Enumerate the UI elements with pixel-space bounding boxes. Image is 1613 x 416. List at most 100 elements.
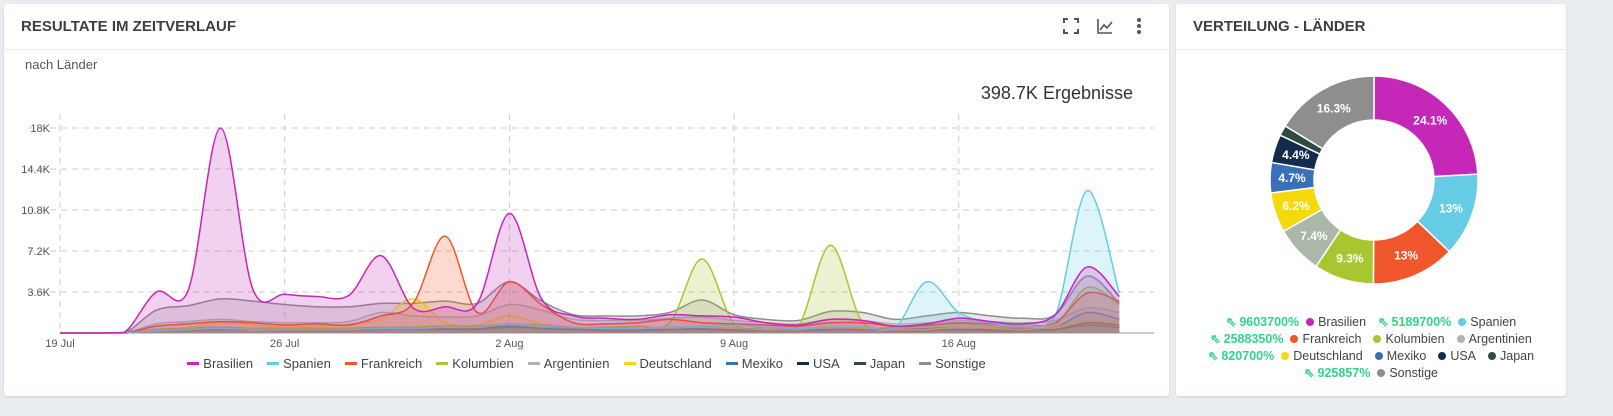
legend-label: Argentinien xyxy=(1468,331,1532,346)
change-value: 925857% xyxy=(1317,365,1371,380)
x-tick-label: 19 Jul xyxy=(45,338,74,350)
legend-dot xyxy=(1374,351,1383,360)
legend-item-japan[interactable]: Japan xyxy=(853,356,906,371)
line-brasilien[interactable] xyxy=(60,127,1120,334)
legend-item-sonstige[interactable]: Sonstige xyxy=(919,356,986,371)
legend-label: Argentinien xyxy=(543,356,610,371)
chart-subtitle: nach Länder xyxy=(25,57,98,72)
legend-label: Japan xyxy=(1500,348,1535,363)
trend-up-icon: ⇖ xyxy=(1225,315,1237,329)
donut-legend-item-japan[interactable]: Japan xyxy=(1488,348,1534,363)
legend-item-spanien[interactable]: Spanien xyxy=(267,356,331,371)
change-value: 2588350% xyxy=(1223,331,1284,346)
legend-label: Mexiko xyxy=(1386,348,1427,363)
line-argentinien[interactable] xyxy=(60,303,1120,334)
timeline-card: RESULTATE IM ZEITVERLAUF nach Länder 398… xyxy=(4,4,1169,396)
donut-legend-item-spanien[interactable]: ⇖ 5189700% Spanien xyxy=(1378,314,1516,330)
legend-swatch xyxy=(267,362,280,365)
distribution-card: VERTEILUNG - LÄNDER 24.1% 13% 13% 9.3% 7.4% 6… xyxy=(1176,4,1566,396)
y-tick-label: 7.2K xyxy=(27,246,50,258)
x-tick-label: 16 Aug xyxy=(942,338,976,350)
slice-label: 16.3% xyxy=(1317,102,1351,116)
legend-label: Brasilien xyxy=(203,356,254,371)
area-kolumbien xyxy=(60,245,1120,333)
area-chart: 3.6K 7.2K 10.8K 14.4K 18K 19 Jul 26 Jul 2 Aug 9 … xyxy=(21,114,1154,350)
legend-label: Spanien xyxy=(283,356,331,371)
legend-label: Deutschland xyxy=(1293,348,1363,363)
legend-swatch xyxy=(725,362,738,365)
legend-dot xyxy=(1458,317,1467,326)
slice-label: 6.2% xyxy=(1282,199,1310,213)
legend-label: Deutschland xyxy=(639,356,712,371)
line-kolumbien[interactable] xyxy=(60,244,1120,334)
donut-legend-item-argentinien[interactable]: Argentinien xyxy=(1456,331,1532,346)
legend-label: Sonstige xyxy=(1389,365,1438,380)
x-tick-label: 9 Aug xyxy=(720,338,748,350)
legend-swatch xyxy=(187,362,200,365)
donut-legend-item-brasilien[interactable]: ⇖ 9603700% Brasilien xyxy=(1225,314,1367,330)
line-chart-icon[interactable] xyxy=(1095,16,1115,36)
slice-label: 7.4% xyxy=(1300,229,1328,243)
legend-swatch xyxy=(796,362,809,365)
y-tick-label: 14.4K xyxy=(21,164,50,176)
slice-label: 9.3% xyxy=(1336,251,1364,265)
legend-item-kolumbien[interactable]: Kolumbien xyxy=(436,356,514,371)
line-sonstige[interactable] xyxy=(60,275,1120,334)
legend-item-deutschland[interactable]: Deutschland xyxy=(623,356,712,371)
donut-legend-item-frankreich[interactable]: ⇖ 2588350% Frankreich xyxy=(1210,331,1362,347)
legend-item-frankreich[interactable]: Frankreich xyxy=(344,356,422,371)
legend-label: Brasilien xyxy=(1318,314,1367,329)
legend-dot xyxy=(1456,334,1465,343)
legend-label: Sonstige xyxy=(935,356,986,371)
card-title: RESULTATE IM ZEITVERLAUF xyxy=(4,4,1169,50)
area-sonstige xyxy=(60,275,1120,333)
x-tick-label: 2 Aug xyxy=(495,338,523,350)
line-spanien[interactable] xyxy=(60,189,1121,334)
line-frankreich[interactable] xyxy=(60,235,1120,334)
legend-label: USA xyxy=(812,356,840,371)
legend-label: Japan xyxy=(869,356,906,371)
donut-legend-item-kolumbien[interactable]: Kolumbien xyxy=(1373,331,1445,346)
trend-up-icon: ⇖ xyxy=(1378,315,1389,329)
donut-chart: 24.1% 13% 13% 9.3% 7.4% 6.2% 4.7% 4.4% 16.3% xyxy=(1269,75,1479,285)
x-tick-label: 26 Jul xyxy=(270,338,299,350)
legend-item-usa[interactable]: USA xyxy=(796,356,840,371)
legend-dot xyxy=(1373,334,1382,343)
slice-label: 24.1% xyxy=(1413,113,1447,127)
fullscreen-icon[interactable] xyxy=(1061,16,1081,36)
slice-label: 13% xyxy=(1439,201,1463,215)
legend-swatch xyxy=(344,362,357,365)
area-argentinien xyxy=(60,304,1120,333)
legend-swatch xyxy=(436,362,449,365)
y-tick-label: 3.6K xyxy=(27,287,50,299)
legend-item-brasilien[interactable]: Brasilien xyxy=(187,356,253,371)
legend-dot xyxy=(1377,368,1386,377)
change-value: 5189700% xyxy=(1391,314,1452,329)
trend-up-icon: ⇖ xyxy=(1210,332,1221,346)
legend-swatch xyxy=(623,362,636,365)
area-brasilien xyxy=(60,127,1120,334)
legend-swatch xyxy=(527,362,540,365)
slice-sonstige[interactable] xyxy=(1284,75,1375,150)
legend-item-mexiko[interactable]: Mexiko xyxy=(725,356,783,371)
legend-item-argentinien[interactable]: Argentinien xyxy=(527,356,610,371)
y-tick-label: 10.8K xyxy=(21,205,50,217)
more-vert-icon[interactable] xyxy=(1129,16,1149,36)
slice-label: 13% xyxy=(1394,248,1418,262)
chart-legend: Brasilien Spanien Frankreich Kolumbien Argen… xyxy=(4,356,1169,371)
legend-dot xyxy=(1290,334,1299,343)
legend-label: Frankreich xyxy=(1302,331,1362,346)
change-value: 820700% xyxy=(1221,348,1275,363)
legend-label: Kolumbien xyxy=(452,356,514,371)
donut-legend-item-mexiko[interactable]: Mexiko xyxy=(1374,348,1427,363)
donut-legend-item-usa[interactable]: USA xyxy=(1438,348,1476,363)
legend-label: Kolumbien xyxy=(1385,331,1445,346)
legend-dot xyxy=(1306,317,1315,326)
trend-up-icon: ⇖ xyxy=(1207,349,1219,363)
legend-dot xyxy=(1281,351,1290,360)
donut-legend: ⇖ 9603700% Brasilien ⇖ 5189700% Spanien ⇖ 25883… xyxy=(1176,314,1566,381)
card-title: VERTEILUNG - LÄNDER xyxy=(1176,4,1566,50)
donut-legend-item-deutschland[interactable]: ⇖ 820700% Deutschland xyxy=(1207,348,1363,364)
trend-up-icon: ⇖ xyxy=(1304,366,1315,380)
donut-legend-item-sonstige[interactable]: ⇖ 925857% Sonstige xyxy=(1304,365,1438,381)
